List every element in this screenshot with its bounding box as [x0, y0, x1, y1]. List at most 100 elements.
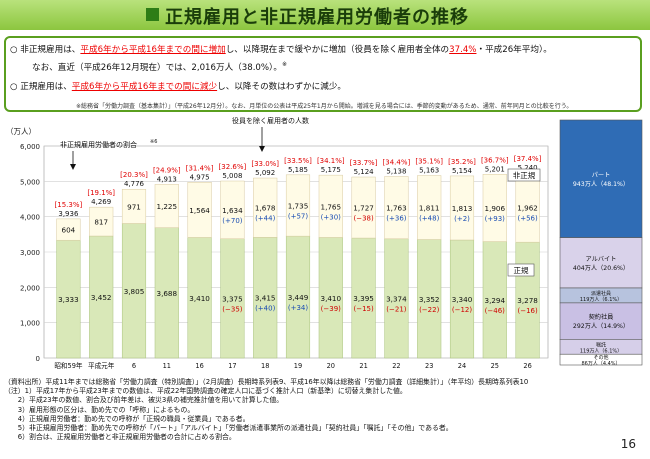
- ratio-label: [32.6%]: [219, 163, 247, 171]
- nonregular-value-label: 1,811: [419, 204, 440, 213]
- regular-value-label: 3,410: [321, 294, 342, 303]
- total-value-label: 4,913: [157, 175, 177, 183]
- summary-line-2: なお、直近（平成26年12月現在）では、2,016万人（38.0%）。※: [32, 61, 287, 73]
- ratio-label: [31.4%]: [186, 164, 214, 172]
- x-tick-label: 20: [327, 362, 335, 370]
- regular-value-label: 3,333: [58, 295, 79, 304]
- summary-line-1: ○ 非正規雇用は、平成6年から平成16年までの間に増加し、以降現在まで緩やかに増…: [10, 43, 552, 55]
- nonregular-value-label: 1,678: [255, 204, 276, 213]
- breakdown-value: 119万人（6.1%）: [580, 297, 622, 303]
- x-tick-label: 昭和59年: [54, 361, 83, 370]
- nonregular-bar: [121, 188, 147, 224]
- summary-highlight: 37.4%: [449, 45, 477, 55]
- breakdown-label: アルバイト: [586, 256, 617, 263]
- y-tick-label: 2,000: [20, 284, 40, 292]
- y-tick-label: 1,000: [20, 320, 40, 328]
- nonregular-value-label: 1,962: [517, 204, 538, 213]
- employment-chart: 0 1,000 2,000 3,000 4,000 5,000 6,000 （万人） 3,333…: [6, 116, 643, 370]
- note-3: 3）雇用形態の区分は、勤め先での「呼称」によるもの。: [4, 405, 195, 414]
- regular-change-label: (−15): [353, 305, 374, 313]
- total-value-label: 3,936: [58, 210, 79, 218]
- nonregular-value-label: 1,763: [386, 204, 407, 213]
- summary-text: し、以降現在まで緩やかに増加（役員を除く雇用者全体の: [225, 45, 450, 55]
- breakdown-label: 派遣社員: [591, 290, 611, 297]
- total-value-label: 5,163: [419, 167, 439, 175]
- summary-text: ・平成26年平均）。: [476, 45, 552, 55]
- regular-value-label: 3,340: [452, 295, 473, 304]
- regular-tag-box: [507, 263, 535, 277]
- total-value-label: 5,240: [518, 164, 538, 172]
- breakdown-segment: [559, 302, 643, 340]
- nonregular-bar: [384, 176, 409, 240]
- total-value-label: 5,124: [354, 168, 375, 176]
- ratio-label: [15.3%]: [55, 201, 83, 209]
- regular-value-label: 3,352: [419, 295, 440, 304]
- ratio-label: [35.1%]: [415, 158, 443, 166]
- regular-value-label: 3,410: [189, 294, 210, 303]
- note-6: 6）割合は、正規雇用労働者と非正規雇用労働者の合計に占める割合。: [4, 433, 236, 442]
- x-tick-label: 19: [294, 362, 302, 370]
- nonregular-change-label: (+44): [255, 215, 276, 223]
- nonregular-change-label: (−38): [353, 215, 374, 223]
- summary-text: ○ 非正規雇用は、: [10, 45, 81, 55]
- regular-change-label: (−39): [321, 305, 342, 313]
- breakdown-value: 119万人（6.1%）: [580, 348, 622, 354]
- nonregular-change-label: (+36): [386, 215, 407, 223]
- regular-value-label: 3,805: [124, 287, 145, 296]
- nonregular-change-label: (+70): [222, 217, 243, 225]
- y-tick-label: 0: [36, 355, 40, 363]
- summary-text: し、以降その数はわずかに減少。: [217, 82, 347, 92]
- nonregular-change-label: (+56): [517, 215, 538, 223]
- breakdown-value: 943万人（48.1%）: [573, 181, 629, 188]
- y-tick-label: 3,000: [20, 249, 40, 257]
- y-unit-label: （万人）: [6, 127, 36, 136]
- x-tick-label: 6: [132, 362, 136, 370]
- exec-arrow-head: [259, 146, 265, 152]
- nonregular-value-label: 1,564: [189, 206, 210, 215]
- regular-change-label: (−35): [222, 305, 243, 313]
- nonregular-change-label: (+2): [454, 215, 470, 223]
- x-tick-label: 16: [195, 362, 203, 370]
- ratio-label: [19.1%]: [87, 189, 115, 197]
- total-value-label: 5,092: [255, 169, 275, 177]
- regular-value-label: 3,294: [485, 296, 506, 305]
- breakdown-value: 86万人（4.4%）: [581, 361, 620, 367]
- summary-text: ○ 正規雇用は、: [10, 82, 72, 92]
- summary-line-3: ○ 正規雇用は、平成6年から平成16年までの間に減少し、以降その数はわずかに減少…: [10, 80, 346, 92]
- summary-highlight: 平成6年から平成16年までの間に増加: [80, 45, 226, 55]
- regular-value-label: 3,449: [288, 293, 309, 302]
- nonregular-value-label: 1,813: [452, 204, 473, 213]
- breakdown-value: 404万人（20.6%）: [573, 265, 629, 272]
- summary-box: ○ 非正規雇用は、平成6年から平成16年までの間に増加し、以降現在まで緩やかに増…: [4, 36, 642, 112]
- nonregular-value-label: 604: [62, 226, 76, 235]
- nonregular-change-label: (+93): [485, 215, 506, 223]
- x-tick-label: 22: [392, 362, 400, 370]
- total-value-label: 5,175: [321, 166, 341, 174]
- regular-value-label: 3,395: [353, 294, 374, 303]
- nonregular-value-label: 1,225: [157, 202, 178, 211]
- ratio-annotation: 非正規雇用労働者の割合: [60, 140, 137, 149]
- ratio-label: [24.9%]: [153, 166, 181, 174]
- regular-value-label: 3,415: [255, 294, 276, 303]
- summary-text: なお、直近（平成26年12月現在）では、2,016万人（38.0%）。: [32, 63, 282, 73]
- nonregular-bar: [187, 182, 212, 238]
- nonregular-change-label: (+48): [419, 215, 440, 223]
- note-1: （注）1）平成17年から平成23年までの数値は、平成22年国勢調査の確定人口に基…: [4, 387, 407, 396]
- breakdown-label: パート: [592, 172, 611, 179]
- ratio-label: [20.3%]: [120, 171, 148, 179]
- note-4: 4）正規雇用労働者：勤め先での呼称が「正規の職員・従業員」である者。: [4, 414, 250, 423]
- note-2: 2）平成23年の数値、割合及び前年差は、被災3県の補完推計値を用いて計算した値。: [4, 396, 284, 405]
- nonregular-bar: [449, 175, 475, 241]
- regular-change-label: (−16): [517, 307, 538, 315]
- regular-tag: 正規: [514, 266, 529, 275]
- total-value-label: 5,154: [452, 167, 473, 175]
- total-value-label: 4,975: [190, 173, 210, 181]
- total-value-label: 5,008: [222, 172, 242, 180]
- regular-change-label: (+34): [288, 304, 309, 312]
- ratio-label: [36.7%]: [481, 156, 509, 164]
- nonregular-value-label: 817: [94, 218, 108, 227]
- x-tick-label: 18: [261, 362, 269, 370]
- x-tick-label: 11: [163, 362, 171, 370]
- nonregular-bar: [285, 174, 311, 237]
- ratio-label: [33.7%]: [350, 159, 378, 167]
